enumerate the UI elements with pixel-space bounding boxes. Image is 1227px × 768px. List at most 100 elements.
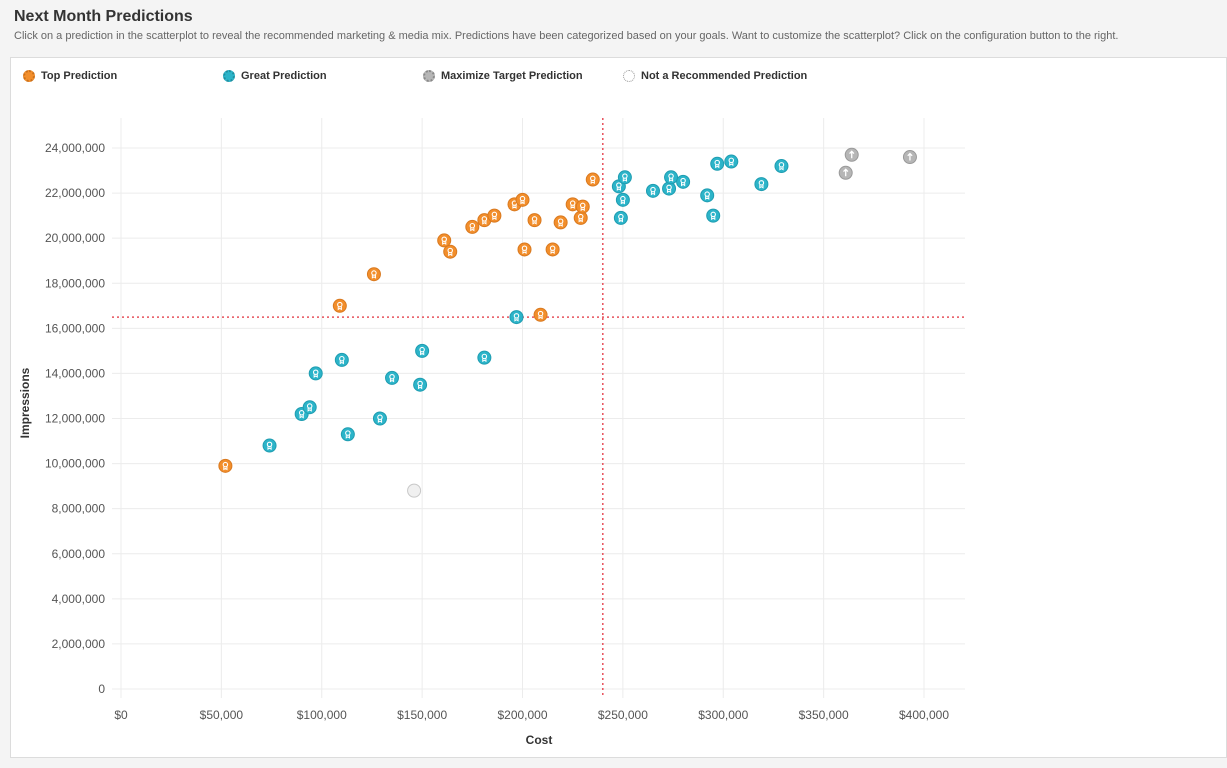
y-tick-label: 14,000,000 [45,366,105,380]
point-marker [415,343,430,358]
data-point-great[interactable] [615,192,630,207]
award-icon [668,173,674,179]
award-icon [549,245,556,251]
data-point-top[interactable] [437,233,452,248]
data-point-not[interactable] [407,483,422,498]
point-marker [515,192,530,207]
data-point-great[interactable] [676,174,691,189]
point-marker [385,370,400,385]
data-points [218,147,917,498]
award-ribbon [759,184,764,189]
award-ribbon [514,317,519,322]
data-point-top[interactable] [332,298,347,313]
award-icon [345,430,351,436]
x-axis-title: Cost [526,733,553,747]
point-marker [676,174,691,189]
data-point-great[interactable] [645,183,660,198]
data-point-great[interactable] [302,400,317,415]
data-point-great[interactable] [415,343,430,358]
point-marker [332,298,347,313]
page-subtitle: Click on a prediction in the scatterplot… [14,30,1119,42]
data-point-great[interactable] [754,177,769,192]
award-icon [616,182,622,188]
data-point-top[interactable] [545,242,560,257]
data-point-top[interactable] [573,210,588,225]
data-point-great[interactable] [372,411,387,426]
data-point-top[interactable] [517,242,532,257]
award-ribbon [345,435,350,439]
data-point-great[interactable] [664,170,679,185]
data-point-top[interactable] [515,192,530,207]
award-icon [306,403,313,409]
data-point-great[interactable] [334,352,349,367]
point-marker [662,181,677,196]
y-axis-title: Impressions [18,367,32,438]
award-icon [728,157,735,164]
legend-item-maximize-target-prediction[interactable]: Maximize Target Prediction [423,70,583,82]
data-point-great[interactable] [724,154,739,169]
data-point-great[interactable] [385,370,400,385]
point-marker [443,244,458,259]
data-point-great[interactable] [662,181,677,196]
data-point-great[interactable] [509,310,524,325]
award-ribbon [442,241,447,245]
data-point-great[interactable] [340,427,355,442]
award-ribbon [377,419,383,424]
award-ribbon [339,360,344,365]
point-marker [710,156,725,171]
point-marker [545,242,560,257]
data-point-great[interactable] [774,159,789,174]
award-icon [590,175,596,182]
data-point-great[interactable] [308,366,323,381]
legend-item-not-recommended-prediction[interactable]: Not a Recommended Prediction [623,70,807,82]
data-point-top[interactable] [575,199,590,214]
data-point-great[interactable] [262,438,277,453]
data-point-top[interactable] [487,208,502,223]
data-point-top[interactable] [533,307,548,322]
data-point-top[interactable] [527,213,542,228]
data-point-top[interactable] [218,458,233,473]
data-point-great[interactable] [477,350,492,365]
legend-item-top-prediction[interactable]: Top Prediction [23,70,117,82]
x-tick-label: $400,000 [899,708,949,722]
empty-circle-icon [623,70,635,82]
data-point-great[interactable] [706,208,721,223]
y-tick-label: 4,000,000 [52,592,106,606]
award-icon [519,195,526,202]
data-point-great[interactable] [613,210,628,225]
legend-label: Top Prediction [41,70,118,82]
data-point-top[interactable] [443,244,458,259]
data-point-great[interactable] [710,156,725,171]
data-point-top[interactable] [553,215,568,230]
award-ribbon [620,200,625,205]
award-icon [417,380,423,387]
award-icon [714,159,720,166]
data-point-great[interactable] [700,188,715,203]
arrow-up-icon [843,168,849,177]
award-ribbon [538,315,543,320]
data-point-max[interactable] [838,165,853,180]
point-marker [517,242,532,257]
data-point-max[interactable] [902,150,917,165]
data-point-great[interactable] [413,377,428,392]
legend-item-great-prediction[interactable]: Great Prediction [223,70,327,82]
award-ribbon [570,205,575,209]
x-axis: $0 $50,000 $100,000 $150,000 $200,000 $250,00… [114,708,949,722]
data-point-top[interactable] [585,172,600,187]
y-axis: 0 2,000,000 4,000,000 6,000,000 8,000,000 10,… [45,141,105,696]
award-ribbon [705,196,710,200]
data-point-great[interactable] [617,170,632,185]
point-marker [413,377,428,392]
data-point-top[interactable] [366,267,381,282]
award-icon [513,313,520,319]
award-icon [23,70,35,82]
data-point-top[interactable] [465,219,480,234]
data-point-max[interactable] [844,147,859,162]
award-ribbon [616,187,621,191]
point-marker [613,210,628,225]
award-icon [491,211,498,218]
award-ribbon [299,414,304,419]
award-ribbon [618,218,623,223]
x-tick-label: $0 [114,708,128,722]
award-ribbon [532,220,537,225]
